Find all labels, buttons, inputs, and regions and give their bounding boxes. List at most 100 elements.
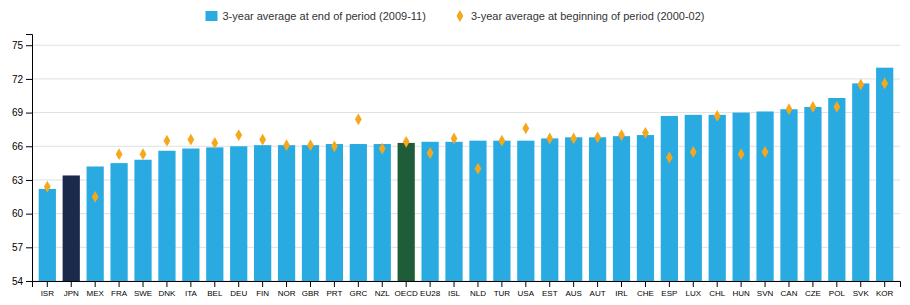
x-tick-label: IRL	[615, 289, 628, 298]
x-tick: HUN	[732, 281, 750, 298]
x-tick: MEX	[86, 281, 104, 298]
y-tick-label: 72	[12, 74, 24, 85]
dot	[44, 181, 51, 193]
x-tick-label: SWE	[134, 289, 152, 298]
bar	[780, 109, 797, 281]
x-tick: DNK	[158, 281, 176, 298]
y-tick: 75	[12, 40, 32, 51]
bar	[134, 160, 151, 281]
x-tick-label: CZE	[805, 289, 821, 298]
y-tick-label: 66	[12, 141, 24, 152]
x-tick-mark	[214, 281, 215, 287]
dot	[92, 191, 99, 203]
dot	[666, 152, 673, 164]
dot	[881, 78, 888, 90]
y-tick-label: 75	[12, 40, 24, 51]
legend-item: 3-year average at beginning of period (2…	[457, 10, 705, 22]
bar	[709, 115, 726, 281]
bar	[206, 147, 223, 281]
y-tick-mark	[26, 79, 32, 80]
bar	[445, 142, 462, 281]
x-tick: CZE	[805, 281, 821, 298]
dot	[331, 140, 338, 152]
dot	[762, 146, 769, 158]
x-tick-label: JPN	[64, 289, 79, 298]
x-tick: NOR	[278, 281, 296, 298]
dot	[116, 148, 123, 160]
x-tick-mark	[525, 281, 526, 287]
bar	[182, 149, 199, 281]
x-tick-mark	[430, 281, 431, 287]
bar	[661, 116, 678, 281]
y-tick: 54	[12, 276, 32, 287]
legend-label: 3-year average at end of period (2009-11…	[222, 10, 425, 22]
bar	[110, 163, 127, 281]
dot	[522, 122, 529, 134]
x-tick-mark	[334, 281, 335, 287]
y-tick-label: 63	[12, 175, 24, 186]
dot	[140, 148, 147, 160]
x-tick-mark	[621, 281, 622, 287]
bar	[685, 115, 702, 281]
marks	[39, 68, 894, 281]
x-tick: BEL	[207, 281, 223, 298]
y-tick-label: 69	[12, 107, 24, 118]
x-tick: SWE	[134, 281, 152, 298]
dot	[570, 133, 577, 145]
x-tick-mark	[119, 281, 120, 287]
x-tick-label: OECD	[395, 289, 418, 298]
x-tick-label: EU28	[420, 289, 441, 298]
dot	[451, 133, 458, 145]
y-tick-mark	[26, 146, 32, 147]
x-tick: ISR	[41, 281, 55, 298]
y-tick-label: 60	[12, 208, 24, 219]
x-tick-label: FIN	[256, 289, 269, 298]
x-tick-label: CHE	[637, 289, 654, 298]
bar	[87, 166, 104, 281]
dot	[546, 133, 553, 145]
y-tick-label: 54	[12, 276, 24, 287]
x-tick: EST	[542, 281, 558, 298]
x-tick-mark	[477, 281, 478, 287]
x-tick: EU28	[420, 281, 441, 298]
x-tick-label: DEU	[230, 289, 247, 298]
legend-label: 3-year average at beginning of period (2…	[471, 10, 705, 22]
x-tick-mark	[573, 281, 574, 287]
grid-line	[32, 78, 900, 79]
x-tick-label: KOR	[876, 289, 894, 298]
bar	[374, 144, 391, 281]
x-tick-mark	[717, 281, 718, 287]
bar	[828, 98, 845, 281]
x-tick-label: ISR	[41, 289, 55, 298]
bar	[733, 113, 750, 281]
dot	[714, 110, 721, 122]
x-tick-label: ITA	[185, 289, 198, 298]
x-tick-label: BEL	[207, 289, 223, 298]
dot	[618, 129, 625, 141]
legend: 3-year average at end of period (2009-11…	[205, 10, 704, 22]
bar	[158, 151, 175, 281]
bar	[876, 68, 893, 281]
bar	[326, 144, 343, 281]
x-tick-mark	[47, 281, 48, 287]
dot	[690, 146, 697, 158]
x-tick-mark	[812, 281, 813, 287]
x-tick-mark	[693, 281, 694, 287]
x-tick: AUT	[590, 281, 606, 298]
x-tick-mark	[262, 281, 263, 287]
x-tick: OECD	[395, 281, 418, 298]
dot	[403, 136, 410, 148]
dot	[187, 134, 194, 146]
y-tick-mark	[26, 180, 32, 181]
bar	[230, 146, 247, 281]
x-tick: NLD	[470, 281, 486, 298]
x-tick-mark	[166, 281, 167, 287]
x-tick-mark	[549, 281, 550, 287]
bar	[469, 141, 486, 281]
dot	[283, 139, 290, 151]
x-tick: NZL	[375, 281, 391, 298]
dot-series	[44, 78, 888, 203]
y-tick-mark	[26, 113, 32, 114]
x-tick-mark	[597, 281, 598, 287]
bar	[350, 144, 367, 281]
